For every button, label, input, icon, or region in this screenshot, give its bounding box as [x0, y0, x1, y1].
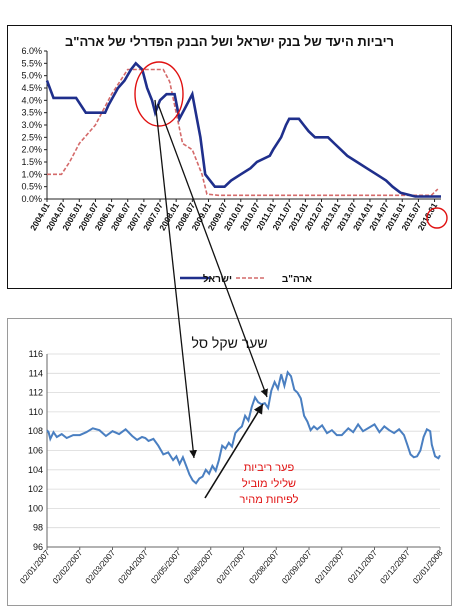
arrow-peak [157, 103, 268, 398]
series-line-fx [46, 370, 441, 485]
series-line-usa [47, 68, 439, 197]
rates-chart-title: ריביות היעד של בנק ישראל ושל הבנק הפדרלי… [64, 34, 395, 49]
y-tick-label: 114 [29, 368, 43, 378]
y-tick-label: 1.0% [21, 169, 42, 179]
x-tick-label: 02/06/2007 [182, 548, 216, 586]
y-tick-label: 4.0% [21, 95, 42, 105]
y-tick-label: 104 [28, 465, 43, 475]
legend-label-israel: ישראל [203, 273, 232, 285]
y-tick-label: 108 [28, 426, 43, 436]
y-tick-label: 4.5% [21, 83, 42, 93]
annotation-line: פער ריביות [244, 462, 295, 474]
x-tick-label: 02/08/2007 [248, 548, 282, 586]
y-tick-label: 100 [28, 503, 43, 513]
y-tick-label: 0.0% [21, 194, 42, 204]
y-tick-label: 102 [28, 484, 43, 494]
x-tick-label: 02/09/2007 [280, 548, 314, 586]
y-tick-label: 5.0% [21, 71, 42, 81]
y-tick-label: 98 [33, 523, 43, 533]
y-tick-label: 110 [29, 407, 43, 417]
series-line-israel [45, 61, 441, 198]
y-tick-label: 2.5% [21, 132, 42, 142]
y-tick-label: 106 [28, 446, 43, 456]
highlight-circle-2007 [134, 61, 184, 127]
y-tick-label: 1.5% [21, 157, 42, 167]
y-tick-label: 116 [29, 349, 43, 359]
x-tick-label: 02/01/2007 [18, 548, 52, 586]
annotation-line: שלילי מוביל [242, 477, 296, 490]
y-tick-label: 3.0% [21, 120, 42, 130]
arrow-annotation [204, 403, 264, 499]
y-tick-label: 0.5% [21, 182, 42, 192]
y-tick-label: 96 [33, 542, 43, 552]
x-tick-label: 02/07/2007 [215, 548, 249, 586]
x-tick-label: 02/02/2007 [51, 548, 85, 586]
arrow-dip [154, 99, 198, 459]
x-tick-label: 02/12/2007 [379, 548, 413, 586]
y-tick-label: 3.5% [21, 108, 42, 118]
x-tick-label: 02/04/2007 [117, 548, 151, 586]
y-tick-label: 6.0% [21, 46, 42, 56]
x-tick-label: 02/10/2007 [313, 548, 347, 586]
annotation-line: לפיחות מהיר [240, 493, 299, 506]
y-tick-label: 5.5% [21, 58, 42, 68]
x-tick-label: 02/03/2007 [84, 548, 118, 586]
highlight-circle-2016 [426, 207, 448, 229]
legend-label-usa: ארה"ב [282, 274, 312, 285]
x-tick-label: 02/01/2008 [411, 548, 445, 586]
x-tick-label: 02/11/2007 [346, 548, 379, 585]
rates-chart-panel: ריביות היעד של בנק ישראל ושל הבנק הפדרלי… [7, 25, 452, 289]
y-tick-label: 112 [29, 388, 43, 398]
y-tick-label: 2.0% [21, 145, 42, 155]
x-tick-label: 02/05/2007 [149, 548, 183, 586]
